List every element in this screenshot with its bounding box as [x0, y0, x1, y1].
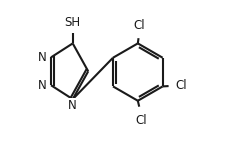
Text: SH: SH	[65, 16, 81, 29]
Text: Cl: Cl	[134, 19, 145, 32]
Text: Cl: Cl	[135, 114, 147, 127]
Text: N: N	[38, 51, 47, 64]
Text: N: N	[38, 79, 47, 92]
Text: Cl: Cl	[176, 79, 187, 92]
Text: N: N	[68, 99, 77, 112]
